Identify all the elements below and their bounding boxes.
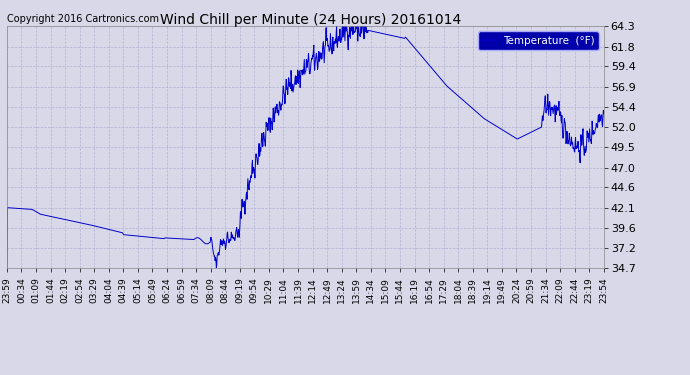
Legend: Temperature  (°F): Temperature (°F) [477, 32, 598, 50]
Text: Copyright 2016 Cartronics.com: Copyright 2016 Cartronics.com [7, 14, 159, 24]
Text: Wind Chill per Minute (24 Hours) 20161014: Wind Chill per Minute (24 Hours) 2016101… [160, 13, 461, 27]
